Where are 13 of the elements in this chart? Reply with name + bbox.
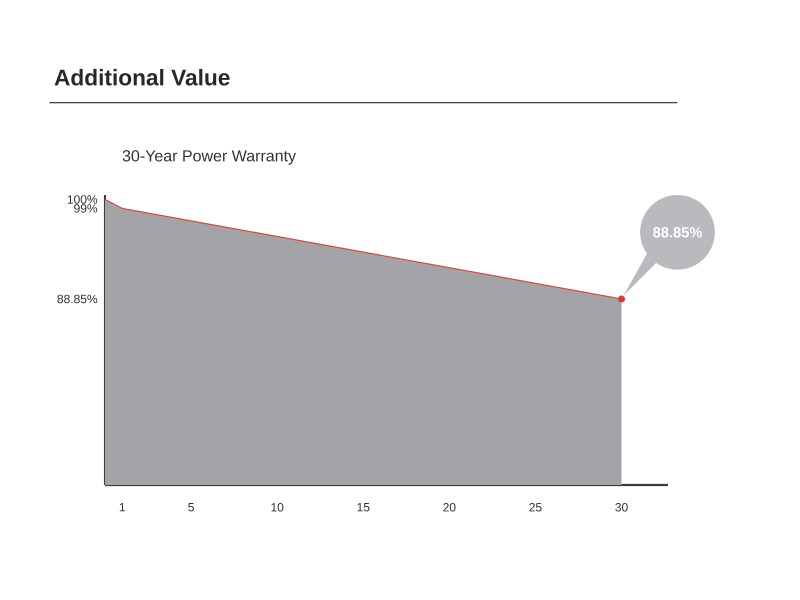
- x-tick-label: 10: [271, 503, 284, 512]
- x-tick-label: 15: [358, 503, 370, 512]
- y-tick-label: 88.85%: [57, 294, 98, 304]
- x-tick-label: 20: [443, 503, 456, 512]
- x-tick-label: 1: [120, 503, 125, 512]
- annotation: 88.85%: [653, 227, 702, 238]
- chart-subtitle: 30-Year Power Warranty: [122, 150, 296, 165]
- x-tick-label: 30: [615, 503, 628, 512]
- chart-title: Additional Value: [54, 68, 230, 86]
- x-tick-label: 5: [188, 503, 194, 512]
- y-tick-label: 99%: [74, 204, 98, 213]
- y-tick-label: 100%: [68, 195, 98, 204]
- x-tick-label: 25: [529, 503, 542, 512]
